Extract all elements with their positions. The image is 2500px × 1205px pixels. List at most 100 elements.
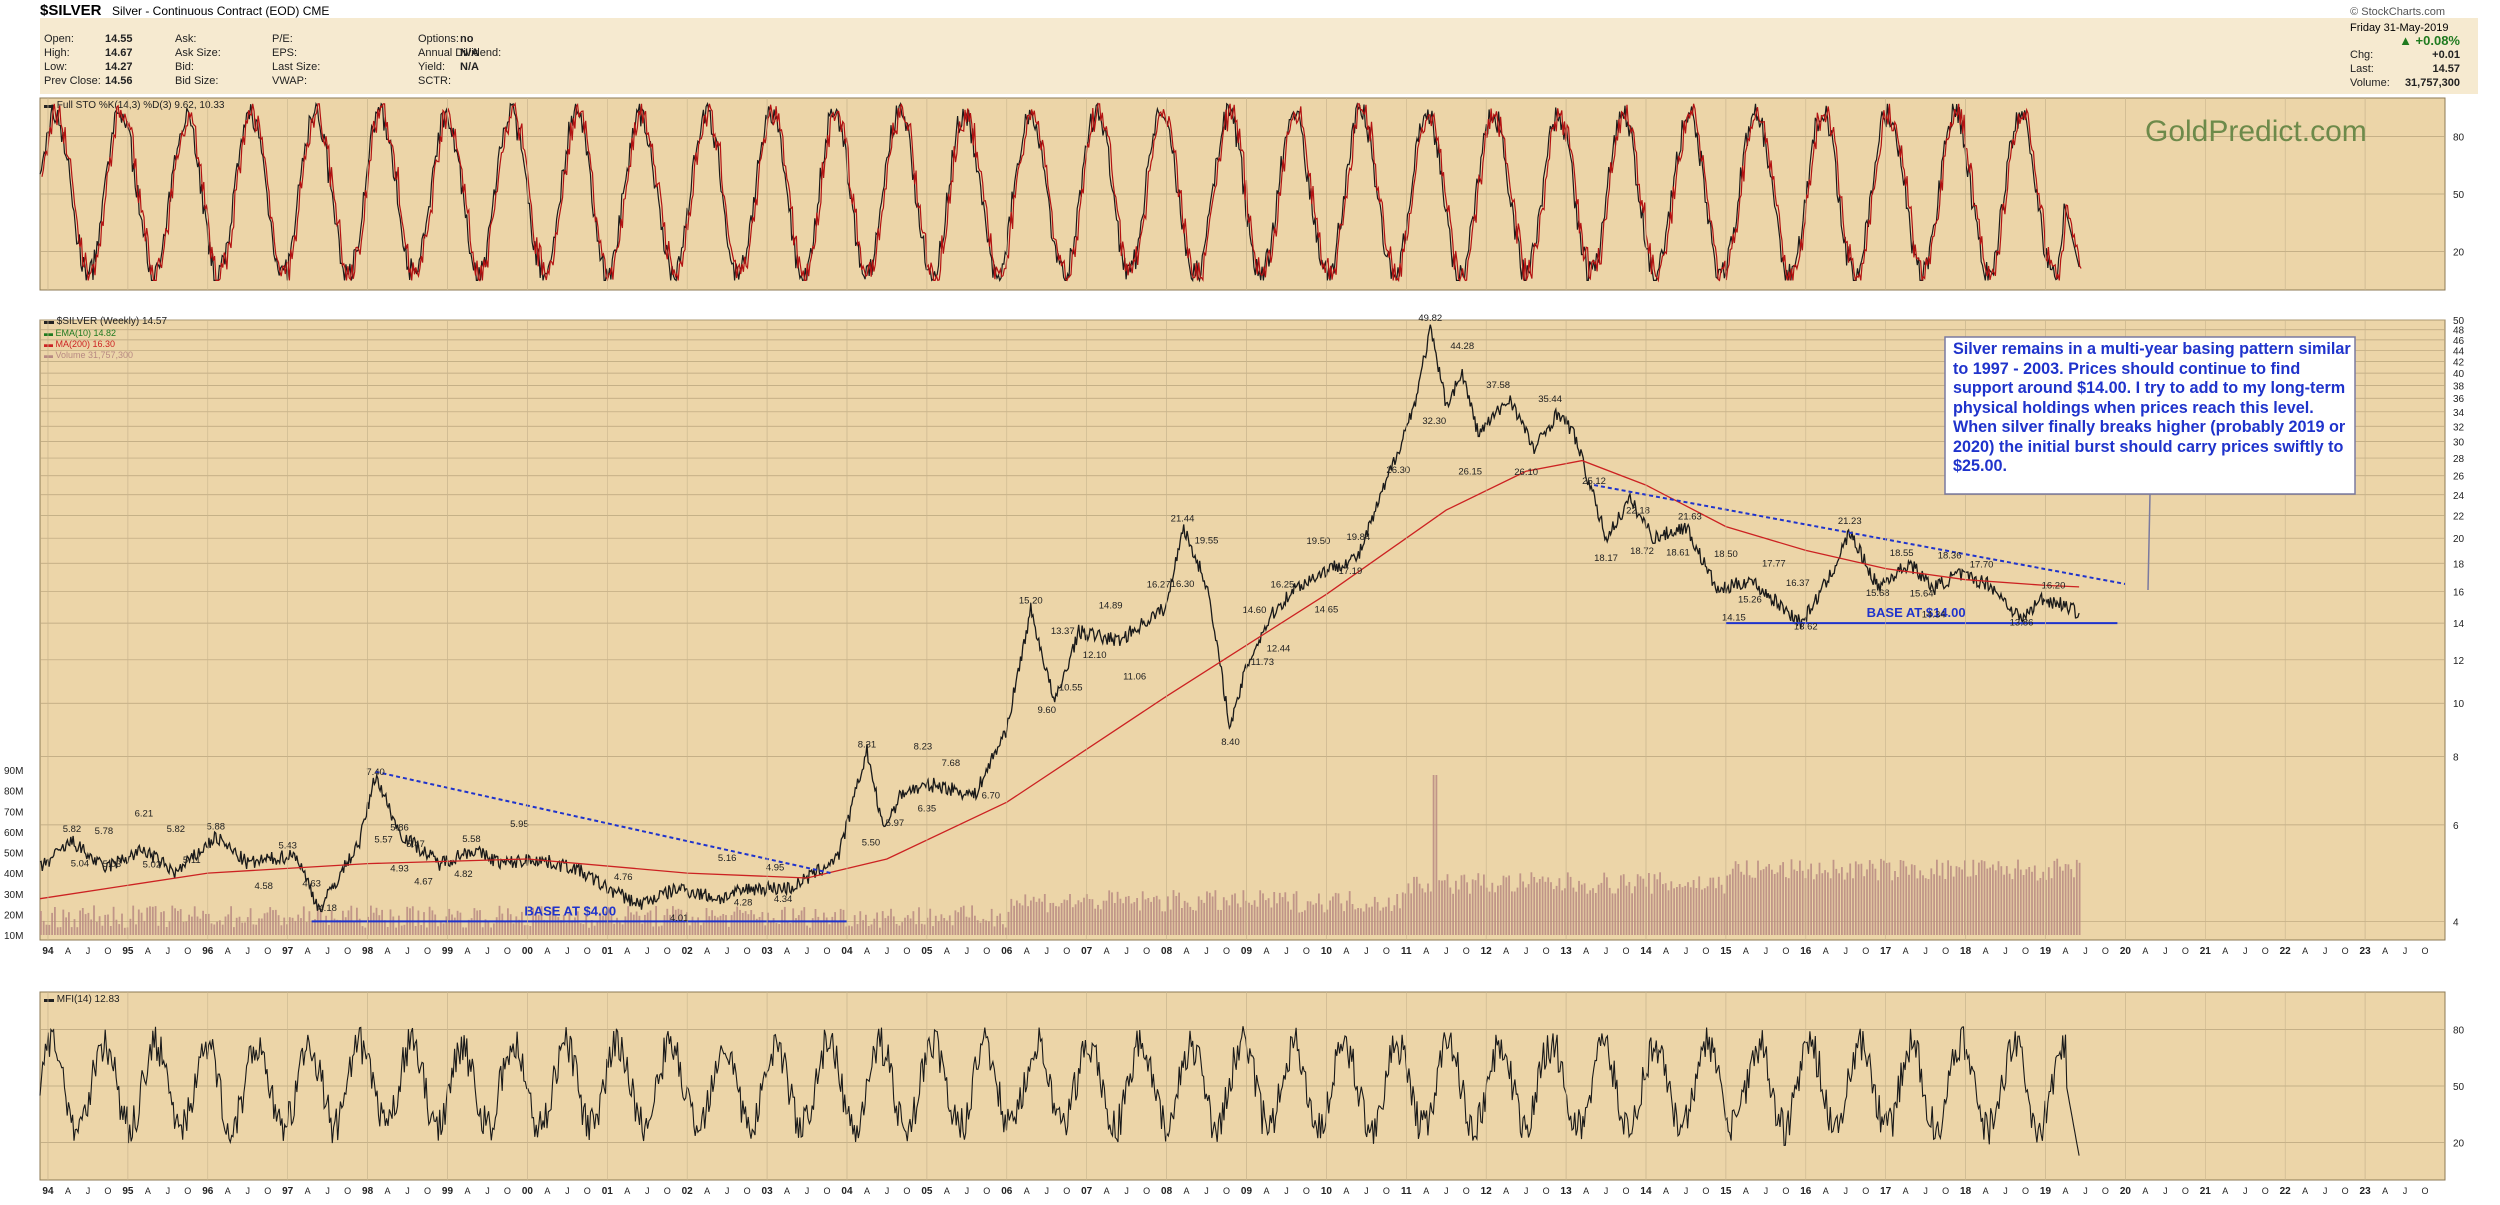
volume-bar <box>722 914 725 935</box>
volume-bar <box>809 927 811 935</box>
x-month-label: O <box>824 1186 831 1196</box>
x-month-label: A <box>1104 946 1110 956</box>
volume-bar <box>1701 889 1703 935</box>
price-annotation: 18.61 <box>1666 547 1690 558</box>
volume-bar <box>1986 868 1989 935</box>
x-year-label: 23 <box>2360 946 2372 957</box>
volume-bar <box>1340 903 1343 935</box>
volume-bar <box>1768 864 1770 935</box>
y-tick-label: 32 <box>2453 422 2465 433</box>
quote-label: Volume: <box>2350 77 2390 89</box>
volume-bar <box>1264 900 1267 935</box>
volume-bar <box>1617 888 1619 935</box>
price-annotation: 5.50 <box>862 838 881 849</box>
volume-bar <box>1804 878 1807 935</box>
volume-bar <box>1720 884 1723 935</box>
volume-bar <box>870 924 873 935</box>
x-month-label: O <box>504 946 511 956</box>
volume-bar <box>918 907 920 935</box>
volume-bar <box>853 915 856 935</box>
volume-bar <box>297 914 300 935</box>
volume-bar <box>1922 875 1924 935</box>
volume-bar <box>1871 863 1874 935</box>
volume-bar <box>851 926 853 935</box>
volume-bar <box>1474 880 1477 935</box>
volume-bar <box>523 925 526 935</box>
volume-bar <box>149 906 151 935</box>
x-month-label: J <box>1284 946 1289 956</box>
volume-bar <box>521 911 523 935</box>
x-month-label: O <box>744 946 751 956</box>
volume-bar <box>339 920 341 935</box>
x-month-label: O <box>264 946 271 956</box>
price-annotation: 32.30 <box>1422 416 1446 427</box>
volume-bar <box>1007 911 1010 935</box>
x-month-label: J <box>1843 1186 1848 1196</box>
volume-bar <box>1091 899 1094 935</box>
quote-label: VWAP: <box>272 75 307 87</box>
volume-bar <box>1530 872 1533 935</box>
volume-bar <box>856 924 859 935</box>
x-month-label: J <box>1444 1186 1449 1196</box>
volume-bar <box>361 926 364 935</box>
volume-bar <box>199 918 202 935</box>
volume-bar <box>557 917 560 935</box>
volume-bar <box>137 909 140 935</box>
volume-bar <box>1838 873 1840 935</box>
volume-bar <box>230 906 232 935</box>
volume-bar <box>1211 896 1214 935</box>
x-year-label: 96 <box>202 946 214 957</box>
x-month-label: J <box>1284 1186 1289 1196</box>
volume-bar <box>954 910 957 935</box>
price-annotation: 5.57 <box>374 835 393 846</box>
volume-bar <box>1183 900 1186 935</box>
volume-bar <box>1136 898 1138 935</box>
volume-bar <box>1063 899 1066 935</box>
volume-bar <box>694 921 697 935</box>
volume-bar <box>1060 903 1063 935</box>
volume-bar <box>476 910 479 935</box>
y-tick-label: 20 <box>2453 1138 2465 1149</box>
volume-bar <box>1393 905 1396 935</box>
volume-bar <box>509 914 512 935</box>
volume-bar <box>730 915 733 935</box>
volume-bar <box>1161 911 1164 935</box>
price-annotation: 13.37 <box>1051 626 1075 637</box>
volume-bar <box>1021 905 1024 935</box>
x-month-label: O <box>2102 1186 2109 1196</box>
volume-bar <box>873 918 876 935</box>
x-month-label: J <box>805 1186 810 1196</box>
volume-bar <box>1687 882 1689 935</box>
x-month-label: J <box>1764 1186 1769 1196</box>
volume-bar <box>1642 878 1645 935</box>
volume-bar <box>425 927 428 935</box>
volume-bar <box>1636 874 1639 935</box>
x-month-label: A <box>1104 1186 1110 1196</box>
volume-bar <box>1038 898 1041 935</box>
x-month-label: O <box>2022 1186 2029 1196</box>
volume-bar <box>2008 873 2011 935</box>
volume-bar <box>221 924 224 935</box>
price-annotation: 14.34 <box>1922 609 1946 620</box>
x-month-label: A <box>464 1186 470 1196</box>
volume-bar <box>834 912 836 935</box>
x-month-label: A <box>65 946 71 956</box>
volume-bar <box>719 915 722 935</box>
quote-label: Last Size: <box>272 61 320 73</box>
quote-label: SCTR: <box>418 75 451 87</box>
volume-bar <box>123 927 126 935</box>
x-month-label: O <box>1623 946 1630 956</box>
volume-bar <box>104 914 107 935</box>
x-month-label: A <box>704 1186 710 1196</box>
volume-bar <box>1262 893 1264 935</box>
volume-bar <box>456 910 459 935</box>
volume-bar <box>1099 909 1102 935</box>
volume-bar <box>470 918 473 935</box>
price-annotation: 19.55 <box>1195 536 1219 547</box>
volume-bar <box>571 920 574 935</box>
volume-bar <box>325 915 327 935</box>
volume-bar <box>800 910 803 935</box>
price-annotation: 15.20 <box>1019 596 1043 607</box>
volume-bar <box>188 914 190 935</box>
volume-bar <box>1603 872 1606 935</box>
